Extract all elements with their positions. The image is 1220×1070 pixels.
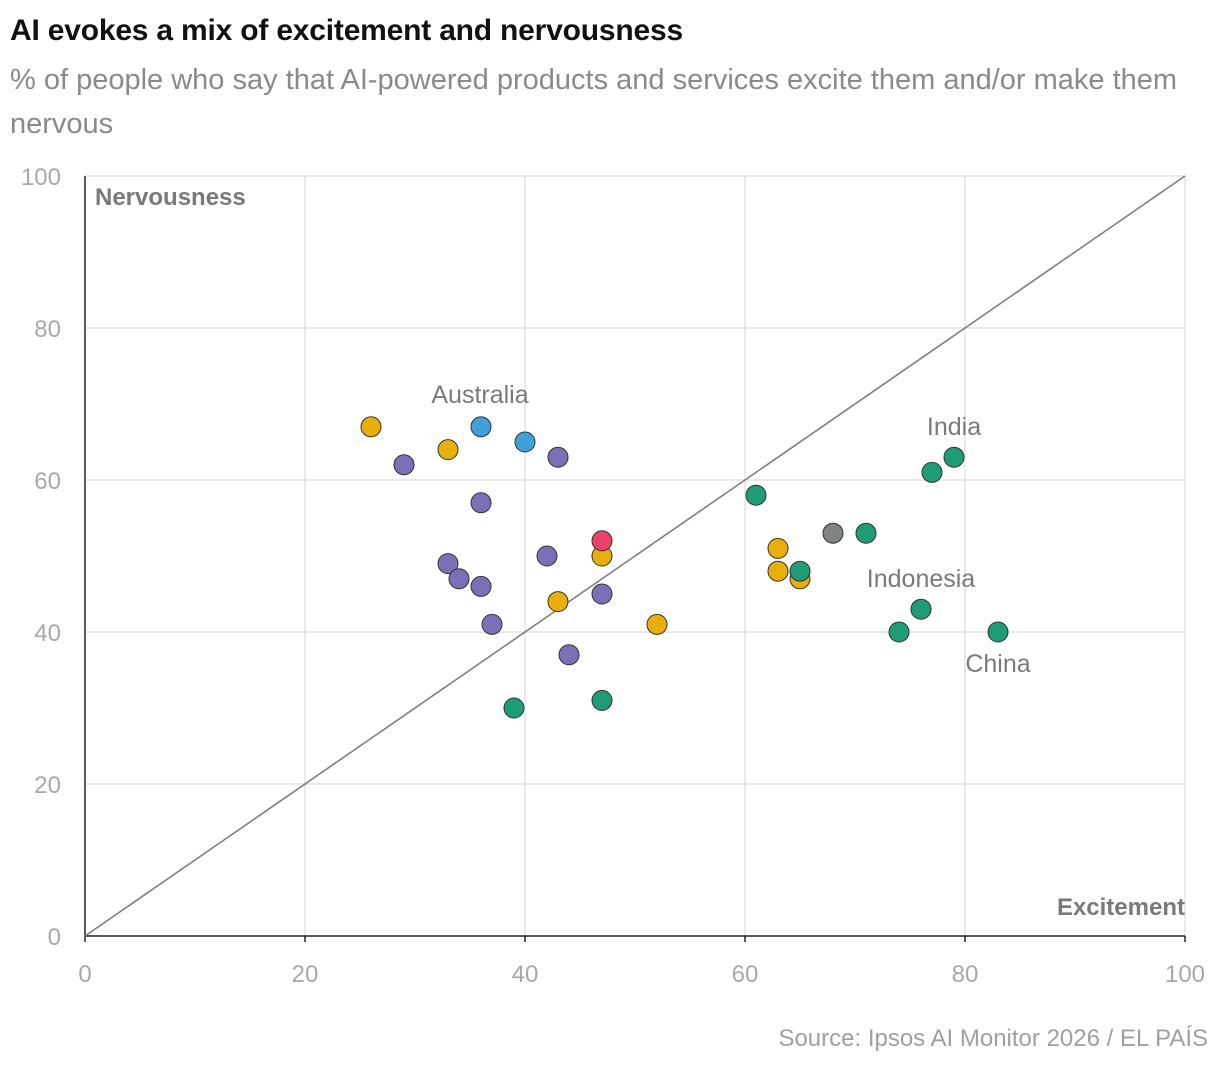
diagonal-reference-line [84, 175, 1186, 937]
data-point [745, 484, 767, 506]
chart-title: AI evokes a mix of excitement and nervou… [10, 14, 683, 47]
y-tick-label: 100 [21, 164, 61, 191]
data-point [822, 522, 844, 544]
point-label-australia: Australia [431, 381, 528, 409]
point-label-india: India [927, 413, 981, 441]
data-point [888, 621, 910, 643]
x-tick-label: 100 [1165, 961, 1205, 988]
data-point [547, 591, 569, 613]
data-point [591, 530, 613, 552]
data-point [448, 568, 470, 590]
y-tick-label: 80 [34, 316, 61, 343]
point-label-china: China [965, 650, 1030, 678]
data-point [921, 461, 943, 483]
diagonal-line [84, 175, 1186, 937]
data-point [360, 416, 382, 438]
x-tick-label: 60 [732, 961, 759, 988]
data-point [591, 583, 613, 605]
data-point [767, 560, 789, 582]
data-point [536, 545, 558, 567]
y-tick-label: 40 [34, 620, 61, 647]
x-axis-title: Excitement [1057, 894, 1185, 921]
y-axis-title: Nervousness [95, 184, 246, 211]
y-tick-label: 20 [34, 772, 61, 799]
data-point [767, 537, 789, 559]
y-tick-label: 60 [34, 468, 61, 495]
data-point [470, 492, 492, 514]
grid-lines [85, 175, 1186, 936]
data-point [470, 575, 492, 597]
data-point [646, 613, 668, 635]
source-note: Source: Ipsos AI Monitor 2026 / EL PAÍS [778, 1025, 1208, 1052]
data-point [943, 446, 965, 468]
x-tick-label: 80 [952, 961, 979, 988]
data-point [437, 553, 459, 575]
data-point [393, 454, 415, 476]
axes: 0 20 40 60 80 100 0 20 40 60 80 100 [21, 164, 1205, 988]
x-tick-label: 20 [292, 961, 319, 988]
point-label-indonesia: Indonesia [867, 565, 976, 593]
data-point [987, 621, 1009, 643]
x-tick-label: 0 [78, 961, 91, 988]
data-point [855, 522, 877, 544]
data-point [503, 697, 525, 719]
data-point [470, 416, 492, 438]
data-point [547, 446, 569, 468]
chart-subtitle: % of people who say that AI-powered prod… [10, 64, 1178, 140]
data-point [910, 598, 932, 620]
data-point [514, 431, 536, 453]
data-point [789, 560, 811, 582]
x-tick-label: 40 [512, 961, 539, 988]
data-point [437, 439, 459, 461]
point-labels: Australia India Indonesia China [431, 381, 1030, 678]
y-tick-label: 0 [48, 924, 61, 951]
data-point [558, 644, 580, 666]
data-points [360, 416, 1009, 719]
data-point [591, 689, 613, 711]
data-point [481, 613, 503, 635]
